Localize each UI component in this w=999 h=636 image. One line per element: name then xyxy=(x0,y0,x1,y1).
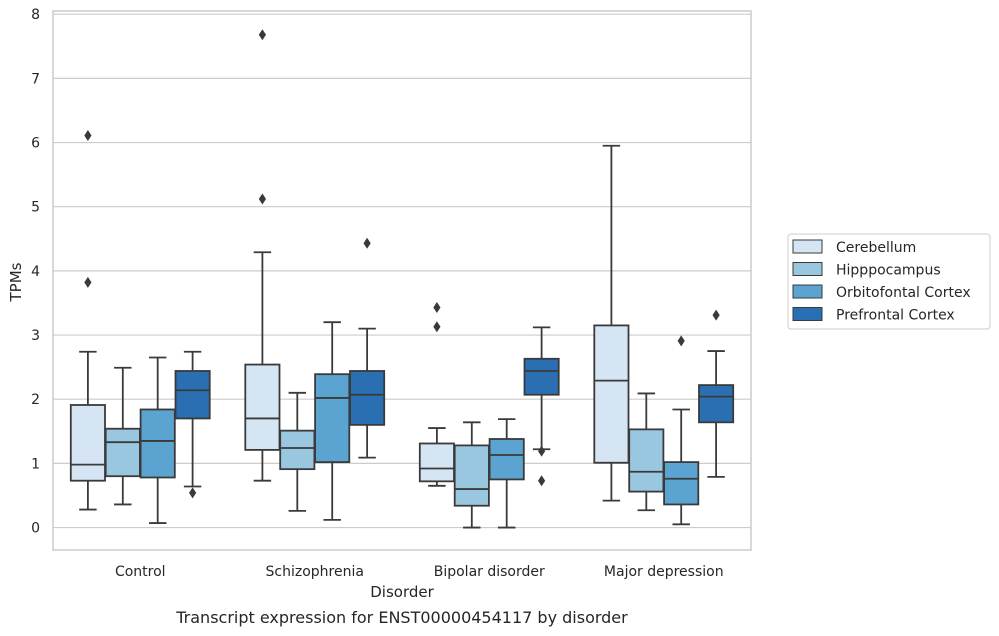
outlier-point xyxy=(538,445,546,457)
box-plot xyxy=(523,326,560,487)
outlier-point xyxy=(538,475,546,487)
box-plot xyxy=(139,356,176,524)
box xyxy=(698,384,735,424)
y-axis-label: TPMs xyxy=(7,262,25,302)
box xyxy=(523,357,560,396)
outlier-point xyxy=(677,335,685,347)
outlier-point xyxy=(258,193,266,205)
box xyxy=(349,370,386,426)
box xyxy=(593,324,630,464)
y-tick-labels: 0 1 2 3 4 5 6 7 8 xyxy=(31,7,40,536)
box-plot xyxy=(418,301,455,487)
outlier-point xyxy=(433,321,441,333)
box-plot xyxy=(698,309,735,478)
box-plot xyxy=(69,129,106,511)
x-tick-label: Bipolar disorder xyxy=(434,564,545,580)
box-plot xyxy=(488,418,525,529)
x-tick-label: Major depression xyxy=(604,564,724,580)
legend-swatch xyxy=(792,307,823,321)
box-plot xyxy=(174,350,211,499)
y-tick-label: 7 xyxy=(31,71,40,87)
legend-label: Hipppocampus xyxy=(836,263,941,279)
legend-label: Prefrontal Cortex xyxy=(836,308,955,324)
outlier-point xyxy=(189,487,197,499)
x-tick-label: Control xyxy=(115,564,166,580)
legend-swatch xyxy=(792,262,823,276)
legend-label: Orbitofontal Cortex xyxy=(836,285,971,301)
box xyxy=(139,408,176,479)
boxes xyxy=(69,29,735,529)
y-tick-label: 4 xyxy=(31,264,40,280)
legend-swatch xyxy=(792,284,823,299)
legend: Cerebellum Hipppocampus Orbitofontal Corte… xyxy=(787,233,991,330)
outlier-point xyxy=(84,129,92,141)
box xyxy=(453,444,490,507)
y-tick-label: 8 xyxy=(31,7,40,23)
box-plot xyxy=(663,335,700,526)
outlier-point xyxy=(433,301,441,313)
legend-frame xyxy=(787,233,991,330)
box-plot xyxy=(453,421,490,529)
box xyxy=(663,461,700,506)
y-tick-label: 0 xyxy=(31,521,40,537)
outlier-point xyxy=(363,237,371,249)
box-plot xyxy=(628,392,665,512)
y-tick-label: 3 xyxy=(31,328,40,344)
y-tick-label: 6 xyxy=(31,136,40,152)
outlier-point xyxy=(84,276,92,288)
x-tick-labels: Control Schizophrenia Bipolar disorder Majo… xyxy=(115,564,724,580)
box-plot xyxy=(314,321,351,521)
x-tick-label: Schizophrenia xyxy=(266,564,364,580)
box xyxy=(314,373,351,463)
box xyxy=(628,428,665,493)
x-axis-label: Disorder xyxy=(370,583,434,601)
box xyxy=(174,370,211,420)
box xyxy=(104,427,141,478)
legend-label: Cerebellum xyxy=(836,240,916,256)
outlier-point xyxy=(258,29,266,41)
legend-swatch xyxy=(792,239,823,254)
y-tick-label: 1 xyxy=(31,456,40,472)
box-plot xyxy=(279,391,316,512)
box xyxy=(279,429,316,471)
box xyxy=(69,404,106,482)
y-tick-label: 2 xyxy=(31,392,40,408)
box-plot xyxy=(593,144,630,502)
box xyxy=(244,363,281,451)
plot-frame xyxy=(52,10,752,551)
box-plot xyxy=(244,29,281,482)
box-plot xyxy=(104,366,141,506)
chart-title: Transcript expression for ENST0000045411… xyxy=(175,608,628,627)
outlier-point xyxy=(712,309,720,321)
y-tick-label: 5 xyxy=(31,200,40,216)
box xyxy=(488,438,525,481)
box xyxy=(418,442,455,483)
box-plot xyxy=(349,237,386,459)
